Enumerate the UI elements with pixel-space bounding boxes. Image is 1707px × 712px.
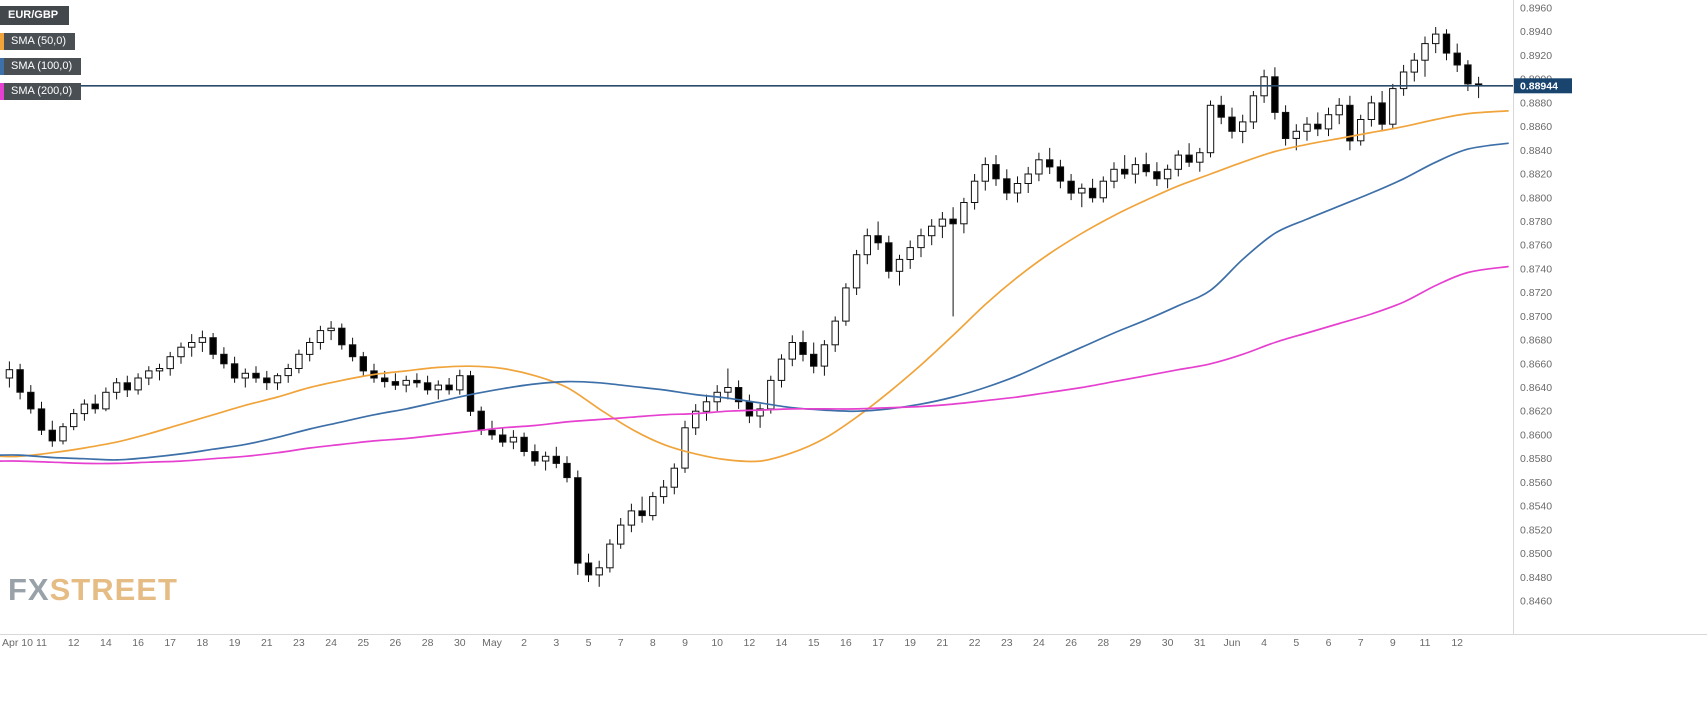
time-tick-label: 6 [1326, 637, 1332, 649]
time-tick-label: 30 [454, 637, 466, 649]
price-tick-label: 0.8680 [1520, 335, 1552, 347]
time-tick-label: 28 [422, 637, 434, 649]
time-tick-label: 24 [325, 637, 337, 649]
legend-sma-200[interactable]: SMA (200,0) [0, 83, 82, 100]
price-tick-label: 0.8540 [1520, 501, 1552, 513]
price-tick-label: 0.8940 [1520, 26, 1552, 38]
time-tick-label: 19 [229, 637, 241, 649]
time-tick-label: 17 [164, 637, 176, 649]
price-tick-label: 0.8580 [1520, 453, 1552, 465]
price-tick-label: 0.8660 [1520, 358, 1552, 370]
price-tick-label: 0.8760 [1520, 240, 1552, 252]
time-tick-label: 23 [293, 637, 305, 649]
time-tick-label: 12 [68, 637, 80, 649]
fxstreet-logo: FXSTREET [8, 572, 178, 608]
current-price-badge: 0.88944 [1514, 78, 1572, 94]
time-tick-label: 16 [840, 637, 852, 649]
time-tick-label: 9 [682, 637, 688, 649]
candlestick-series [5, 27, 1483, 587]
time-tick-label: 11 [36, 637, 47, 649]
time-tick-label: 7 [1358, 637, 1364, 649]
time-tick-label: 19 [904, 637, 916, 649]
time-tick-label: 12 [1451, 637, 1463, 649]
legend-sma-50[interactable]: SMA (50,0) [0, 33, 76, 50]
legend-sma-100[interactable]: SMA (100,0) [0, 58, 82, 75]
price-tick-label: 0.8720 [1520, 287, 1552, 299]
time-tick-label: 15 [808, 637, 820, 649]
time-tick-label: 4 [1261, 637, 1267, 649]
price-tick-label: 0.8860 [1520, 121, 1552, 133]
sma-100-line [0, 142, 1509, 461]
time-tick-label: Apr 10 [2, 637, 33, 649]
price-axis[interactable]: 0.89600.89400.89200.89000.88800.88600.88… [1520, 3, 1552, 608]
fxstreet-logo-street: STREET [49, 572, 178, 607]
fxstreet-logo-fx: FX [8, 572, 50, 607]
time-tick-label: 16 [132, 637, 144, 649]
price-tick-label: 0.8640 [1520, 382, 1552, 394]
time-tick-label: 25 [357, 637, 369, 649]
price-tick-label: 0.8460 [1520, 596, 1552, 608]
time-tick-label: 5 [586, 637, 592, 649]
current-price-value: 0.88944 [1520, 81, 1558, 93]
time-tick-label: 2 [521, 637, 527, 649]
time-tick-label: 21 [937, 637, 949, 649]
price-tick-label: 0.8620 [1520, 406, 1552, 418]
time-tick-label: 30 [1162, 637, 1174, 649]
time-tick-label: 24 [1033, 637, 1045, 649]
price-tick-label: 0.8960 [1520, 3, 1552, 15]
time-tick-label: 5 [1293, 637, 1299, 649]
time-tick-label: 10 [711, 637, 723, 649]
price-tick-label: 0.8560 [1520, 477, 1552, 489]
time-tick-label: 23 [1001, 637, 1013, 649]
time-tick-label: 9 [1390, 637, 1396, 649]
time-tick-label: 8 [650, 637, 656, 649]
price-tick-label: 0.8780 [1520, 216, 1552, 228]
time-tick-label: May [482, 637, 503, 649]
time-tick-label: 17 [872, 637, 884, 649]
price-tick-label: 0.8920 [1520, 50, 1552, 62]
price-tick-label: 0.8740 [1520, 263, 1552, 275]
price-tick-label: 0.8520 [1520, 524, 1552, 536]
sma-50-line [0, 110, 1509, 463]
time-tick-label: 26 [1065, 637, 1077, 649]
time-tick-label: 3 [553, 637, 559, 649]
time-tick-label: 31 [1194, 637, 1206, 649]
time-tick-label: 26 [390, 637, 402, 649]
time-tick-label: 21 [261, 637, 273, 649]
time-tick-label: 7 [618, 637, 624, 649]
time-tick-label: 12 [744, 637, 756, 649]
time-axis[interactable]: Apr 10 11 12 14 16 17 18 19 21 23 24 25 26 28 30 May 2 3 5… [2, 637, 1463, 649]
time-tick-label: 14 [100, 637, 112, 649]
time-tick-label: Jun [1224, 637, 1241, 649]
price-tick-label: 0.8700 [1520, 311, 1552, 323]
price-tick-label: 0.8880 [1520, 97, 1552, 109]
price-tick-label: 0.8500 [1520, 548, 1552, 560]
time-tick-label: 11 [1420, 637, 1431, 649]
symbol-label[interactable]: EUR/GBP [0, 6, 70, 25]
price-tick-label: 0.8480 [1520, 572, 1552, 584]
price-tick-label: 0.8820 [1520, 169, 1552, 181]
sma-200-line [0, 265, 1509, 465]
time-tick-label: 14 [776, 637, 788, 649]
price-tick-label: 0.8840 [1520, 145, 1552, 157]
price-tick-label: 0.8800 [1520, 192, 1552, 204]
time-tick-label: 18 [197, 637, 209, 649]
time-tick-label: 22 [969, 637, 981, 649]
time-tick-label: 28 [1097, 637, 1109, 649]
time-tick-label: 29 [1130, 637, 1142, 649]
chart-plot-area[interactable] [0, 0, 1513, 634]
chart-legend: EUR/GBP SMA (50,0) SMA (100,0) SMA (200,… [0, 6, 82, 100]
price-tick-label: 0.8600 [1520, 430, 1552, 442]
